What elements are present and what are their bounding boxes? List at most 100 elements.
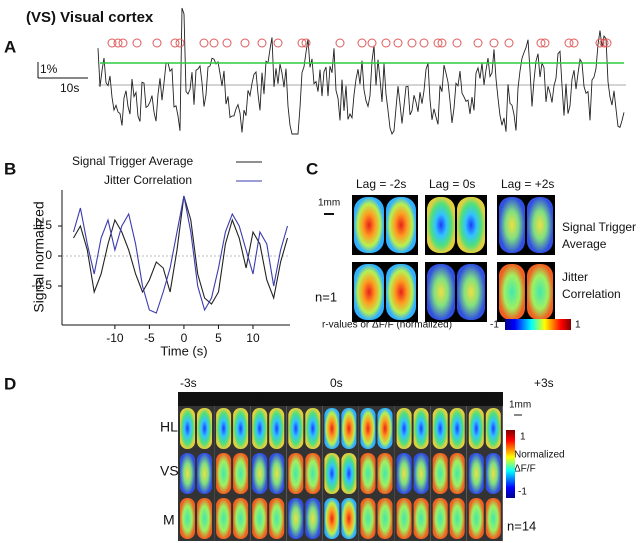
hemisphere	[197, 498, 212, 539]
hemisphere	[233, 453, 249, 494]
x-tick-label: 10	[246, 331, 260, 345]
hemisphere	[252, 408, 268, 449]
frame-time: 1s	[392, 394, 403, 405]
frame-time: -3s	[200, 394, 214, 405]
event-marker	[301, 38, 311, 48]
hemisphere	[216, 498, 232, 539]
hemisphere	[396, 498, 412, 539]
scale-label: 1mm	[509, 400, 531, 411]
row-label: Signal Trigger	[562, 220, 636, 234]
panel-label: C	[306, 159, 318, 178]
frame-time: 2s	[433, 394, 444, 405]
colorbar-min: -1	[518, 487, 527, 498]
legend-label: Jitter Correlation	[104, 173, 192, 187]
event-marker	[222, 38, 232, 48]
hemisphere	[252, 498, 268, 539]
lag-maps: Lag = -2s Lag = 0s Lag = +2s 1mm Signal Trig…	[315, 177, 636, 330]
hemisphere	[324, 453, 340, 494]
legend-label: Signal Trigger Average	[72, 154, 194, 168]
colorbar	[505, 319, 571, 330]
hemisphere	[216, 408, 232, 449]
y-tick-label: 0	[45, 248, 52, 262]
hemisphere	[449, 408, 465, 449]
hemisphere	[449, 453, 465, 494]
sample-size: n=1	[315, 289, 337, 304]
series-line	[73, 195, 289, 305]
hemisphere	[233, 498, 249, 539]
y-tick-label: -0.5	[31, 278, 52, 292]
hemisphere	[180, 408, 195, 449]
event-marker	[452, 38, 462, 48]
event-marker	[273, 38, 283, 48]
event-marker	[433, 38, 443, 48]
frame-time: 0s	[340, 394, 351, 405]
panel-title: (VS) Visual cortex	[26, 9, 154, 26]
hemisphere	[485, 453, 501, 494]
colorbar-min: -1	[490, 320, 499, 331]
hemisphere	[360, 498, 376, 539]
event-marker	[257, 38, 267, 48]
hemisphere	[413, 408, 429, 449]
hemisphere	[527, 197, 553, 253]
time-label: +3s	[534, 376, 554, 390]
hemisphere	[377, 498, 393, 539]
event-marker	[175, 38, 185, 48]
frame-time: -2s	[251, 394, 265, 405]
hemisphere	[233, 408, 249, 449]
hemisphere	[468, 408, 484, 449]
event-marker	[209, 38, 219, 48]
scale-bar	[37, 62, 88, 79]
hemisphere	[377, 453, 393, 494]
hemisphere	[413, 453, 429, 494]
hemisphere	[457, 264, 485, 320]
lag-label: Lag = -2s	[356, 177, 406, 191]
colorbar-title: Normalized	[514, 450, 565, 461]
hemisphere	[252, 453, 268, 494]
line-chart: -0.5 0 0.5 -10 -5 0 5 10 Time (s) Signal normaliz…	[31, 154, 290, 358]
lag-label: Lag = 0s	[429, 177, 475, 191]
row-label: Average	[562, 237, 607, 251]
hemisphere	[180, 453, 195, 494]
hemisphere	[305, 498, 321, 539]
hemisphere	[499, 264, 525, 320]
event-marker	[504, 38, 514, 48]
event-marker	[297, 38, 307, 48]
hemisphere	[449, 498, 465, 539]
colorbar-max: 1	[520, 432, 526, 443]
hemisphere	[354, 197, 384, 253]
event-marker	[357, 38, 367, 48]
hemisphere	[396, 453, 412, 494]
time-label: -3s	[180, 376, 197, 390]
event-marker	[473, 38, 483, 48]
hemisphere	[432, 498, 448, 539]
hemisphere	[386, 197, 416, 253]
hemisphere	[468, 453, 484, 494]
row-label: M	[163, 512, 175, 528]
series-line	[72, 195, 289, 314]
hemisphere	[396, 408, 412, 449]
row-label: VS	[160, 463, 179, 479]
scale-label: 1mm	[318, 198, 340, 209]
row-label: Jitter	[562, 270, 588, 284]
y-tick-label: 0.5	[35, 218, 52, 232]
hemisphere	[341, 453, 357, 494]
x-tick-label: -5	[144, 331, 155, 345]
hemisphere	[360, 453, 376, 494]
colorbar-label: r-values or ΔF/F (normalized)	[322, 320, 452, 331]
hemisphere	[499, 197, 525, 253]
hemisphere	[386, 264, 416, 320]
event-marker	[569, 38, 579, 48]
colorbar-title: ΔF/F	[514, 464, 536, 475]
hemisphere	[197, 453, 212, 494]
hemisphere	[457, 197, 485, 253]
colorbar	[506, 430, 515, 498]
hemisphere	[269, 498, 285, 539]
header	[178, 392, 503, 406]
colorbar-max: 1	[575, 320, 581, 331]
hemisphere	[427, 197, 455, 253]
hemisphere	[324, 408, 340, 449]
hemisphere	[305, 453, 321, 494]
event-marker	[536, 38, 546, 48]
event-marker	[113, 38, 123, 48]
hemisphere	[360, 408, 376, 449]
